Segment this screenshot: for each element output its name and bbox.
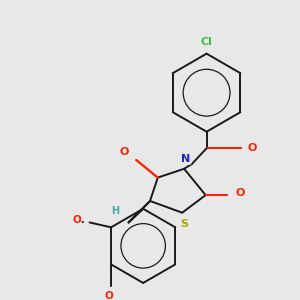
Text: O: O <box>235 188 244 198</box>
Text: O: O <box>73 215 81 226</box>
Text: O: O <box>105 291 113 300</box>
Text: N: N <box>182 154 191 164</box>
Text: Cl: Cl <box>201 37 212 47</box>
Text: O: O <box>120 147 129 157</box>
Text: H: H <box>111 206 119 216</box>
Text: O: O <box>248 143 257 153</box>
Text: S: S <box>180 219 188 230</box>
